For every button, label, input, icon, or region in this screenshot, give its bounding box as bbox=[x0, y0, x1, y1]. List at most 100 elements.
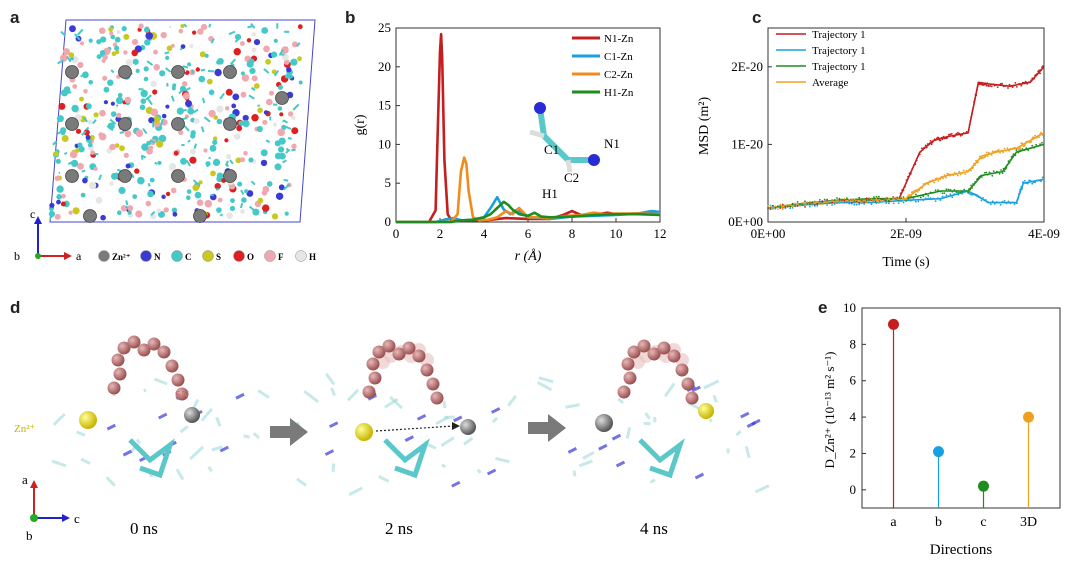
noise-dot bbox=[951, 190, 954, 193]
sn-atom bbox=[111, 353, 125, 367]
noise-dot bbox=[917, 194, 920, 197]
noise-dot bbox=[925, 146, 928, 149]
noise-dot bbox=[973, 183, 975, 186]
zn-atom bbox=[83, 209, 97, 223]
x-tick-label: 0 bbox=[393, 226, 400, 241]
noise-dot bbox=[848, 202, 851, 205]
noise-dot bbox=[997, 201, 1000, 204]
noise-dot bbox=[961, 134, 964, 136]
noise-dot bbox=[870, 203, 873, 206]
noise-dot bbox=[791, 207, 794, 209]
noise-dot bbox=[940, 175, 943, 178]
noise-dot bbox=[994, 172, 997, 174]
zn-label: Zn²⁺ bbox=[14, 423, 36, 435]
noise-dot bbox=[968, 123, 971, 126]
bond bbox=[125, 205, 129, 209]
noise-dot bbox=[994, 150, 997, 153]
noise-dot bbox=[921, 187, 924, 189]
x-axis-label: r (Å) bbox=[515, 248, 542, 264]
sn-atom bbox=[685, 391, 699, 405]
atom bbox=[260, 159, 268, 167]
atom bbox=[284, 211, 289, 216]
noise-dot bbox=[843, 199, 846, 202]
atom bbox=[281, 124, 287, 130]
atom bbox=[178, 28, 184, 34]
noise-dot bbox=[912, 196, 915, 198]
noise-dot bbox=[980, 174, 982, 177]
noise-dot bbox=[1005, 84, 1008, 87]
noise-dot bbox=[904, 185, 906, 188]
noise-dot bbox=[1020, 185, 1023, 188]
noise-dot bbox=[1030, 79, 1033, 82]
noise-dot bbox=[914, 163, 917, 166]
noise-dot bbox=[1009, 147, 1012, 150]
noise-dot bbox=[995, 84, 998, 86]
atom bbox=[140, 89, 148, 98]
sn-atom bbox=[382, 339, 396, 353]
atom bbox=[90, 150, 95, 155]
axis-label-b: b bbox=[26, 528, 33, 543]
noise-dot bbox=[989, 172, 992, 175]
legend-label: N bbox=[154, 252, 161, 262]
atom bbox=[61, 135, 69, 142]
plot-frame bbox=[861, 307, 1061, 509]
atom bbox=[135, 129, 144, 137]
atom bbox=[278, 146, 285, 153]
noise-dot bbox=[791, 203, 794, 206]
atom bbox=[212, 139, 218, 145]
bond bbox=[250, 180, 256, 186]
noise-dot bbox=[784, 206, 787, 209]
atom bbox=[62, 48, 71, 56]
noise-dot bbox=[831, 201, 833, 204]
noise-dot bbox=[967, 170, 969, 173]
point-2 bbox=[978, 480, 989, 492]
noise-dot bbox=[991, 150, 994, 153]
zn-atom bbox=[65, 117, 79, 131]
atom bbox=[135, 68, 140, 73]
atom bbox=[114, 45, 120, 51]
noise-dot bbox=[942, 177, 944, 180]
noise-dot bbox=[841, 200, 843, 203]
noise-dot bbox=[911, 167, 914, 170]
noise-dot bbox=[996, 86, 999, 88]
atom bbox=[115, 96, 124, 105]
noise-dot bbox=[975, 181, 977, 184]
noise-dot bbox=[986, 201, 989, 204]
atom bbox=[230, 198, 235, 204]
bond bbox=[142, 127, 148, 135]
atom bbox=[113, 172, 120, 178]
atom bbox=[109, 31, 114, 36]
atom bbox=[89, 135, 95, 140]
atom bbox=[234, 33, 242, 41]
noise-dot bbox=[855, 200, 858, 203]
atom bbox=[235, 157, 242, 164]
atom bbox=[56, 194, 62, 200]
y-tick-label: 4 bbox=[850, 409, 857, 424]
noise-dot bbox=[874, 200, 877, 203]
atom bbox=[150, 80, 157, 88]
noise-dot bbox=[923, 146, 926, 149]
time-label-2: 4 ns bbox=[640, 519, 668, 538]
atom bbox=[196, 199, 204, 206]
bond bbox=[178, 87, 185, 95]
atom bbox=[263, 110, 269, 115]
noise-dot bbox=[998, 84, 1000, 86]
noise-dot bbox=[974, 193, 977, 196]
atom bbox=[237, 181, 243, 187]
y-tick-label: 6 bbox=[850, 373, 857, 388]
bond bbox=[283, 183, 290, 191]
atom bbox=[165, 55, 170, 61]
noise-dot bbox=[965, 131, 968, 133]
legend-swatch bbox=[295, 250, 307, 262]
noise-dot bbox=[1019, 149, 1022, 152]
noise-dot bbox=[953, 135, 956, 138]
atom bbox=[165, 191, 171, 197]
bond bbox=[63, 151, 68, 155]
atom bbox=[168, 163, 176, 171]
noise-dot bbox=[887, 199, 890, 202]
noise-dot bbox=[956, 131, 959, 134]
atom bbox=[117, 210, 122, 215]
y-tick-label: 1E-20 bbox=[731, 136, 763, 151]
noise-dot bbox=[818, 203, 821, 206]
bond bbox=[150, 210, 156, 216]
